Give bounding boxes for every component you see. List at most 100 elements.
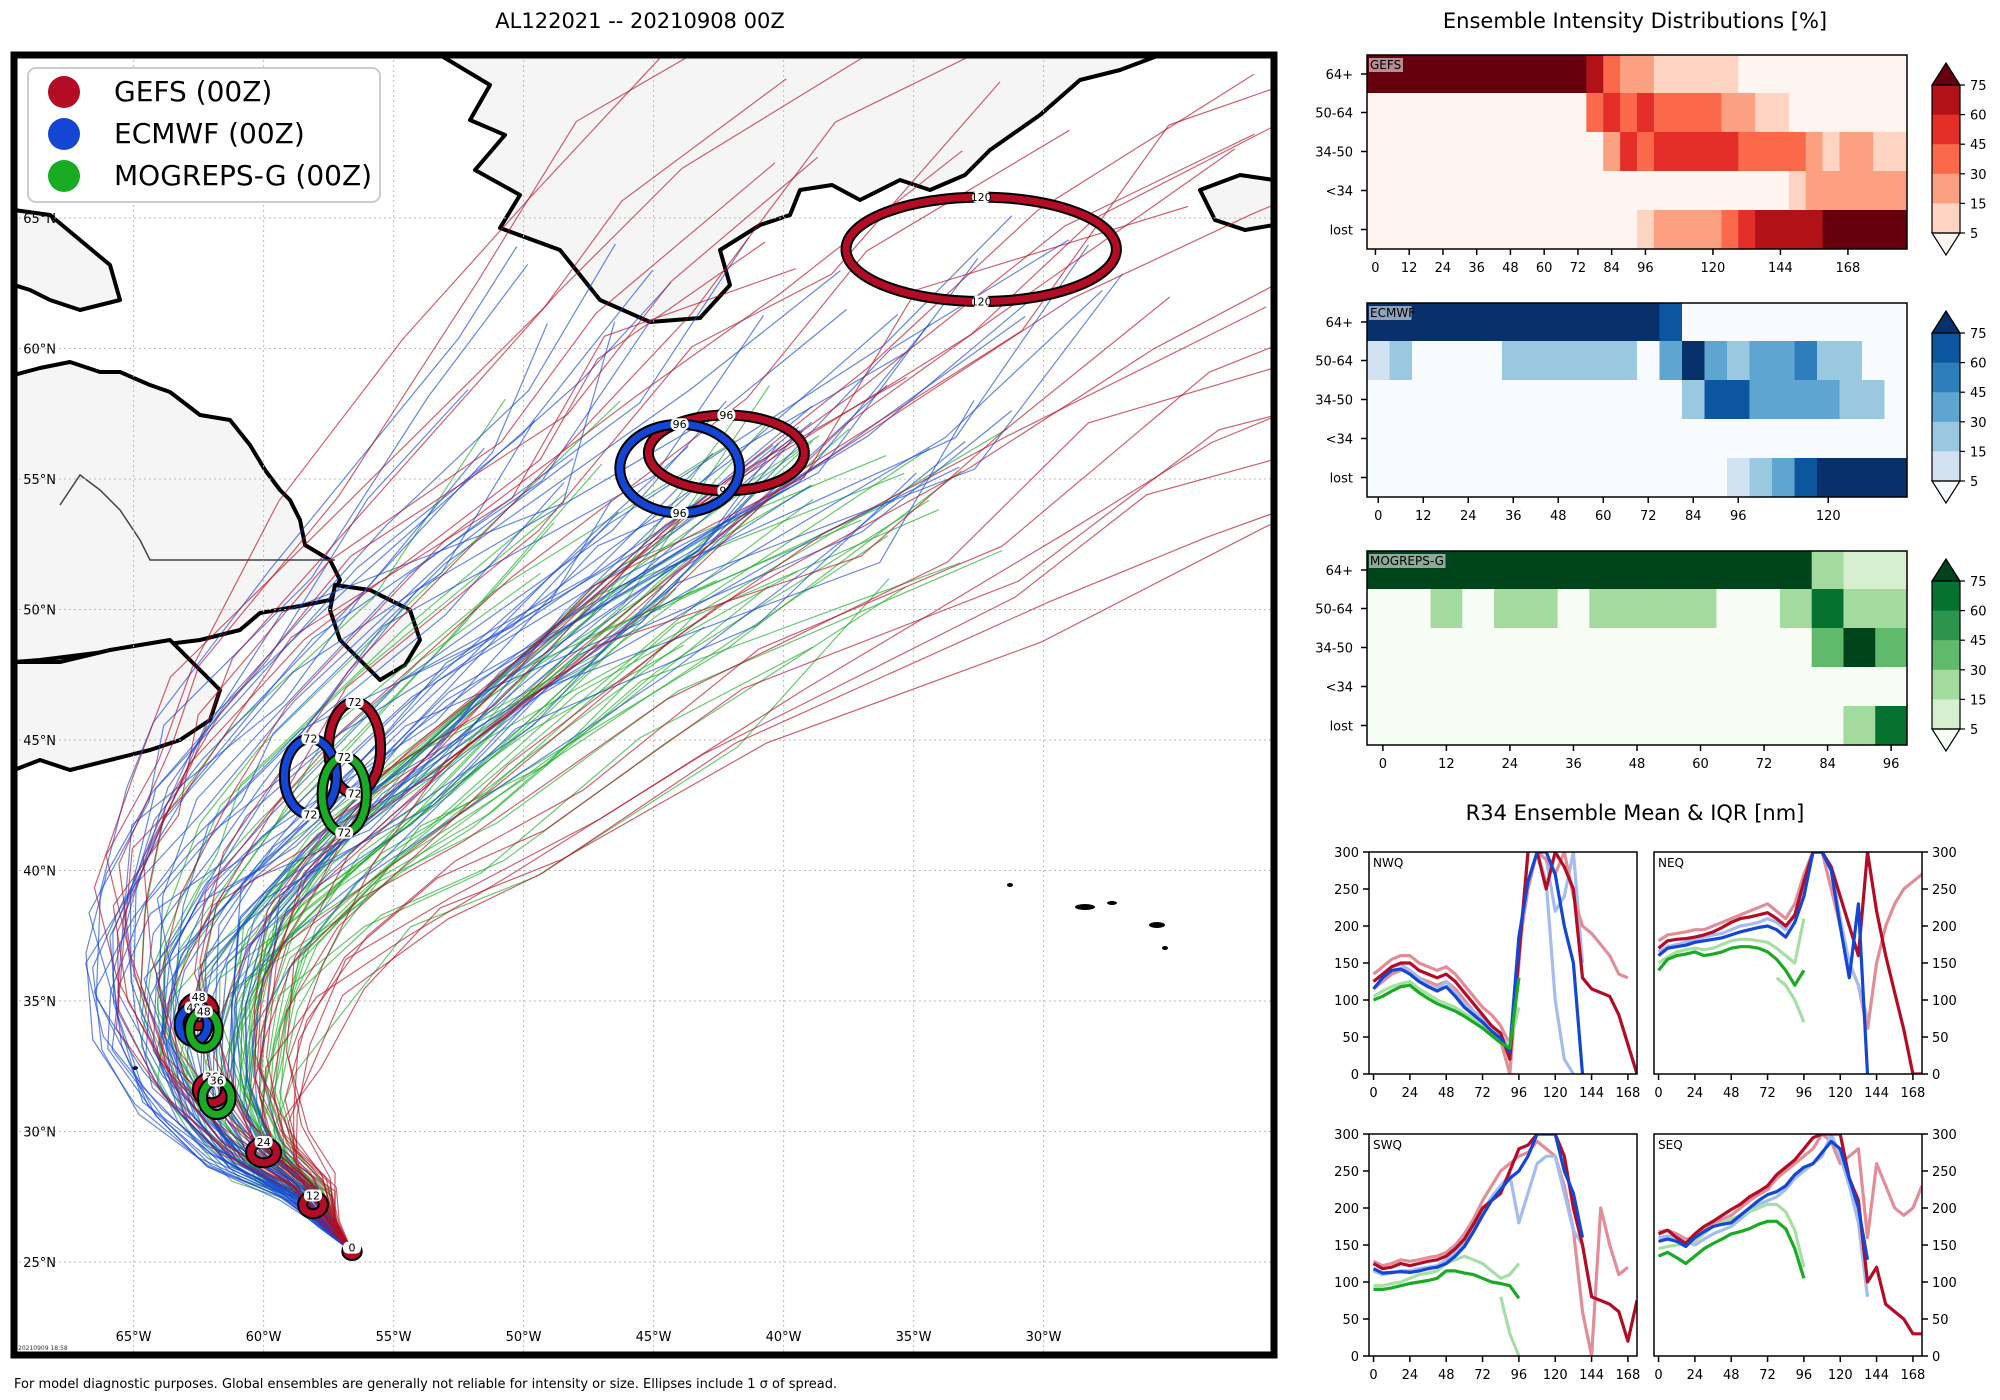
r34-xtick-label: 24 (1402, 1368, 1419, 1383)
intensity-xtick-label: 12 (1401, 261, 1418, 276)
track-gefs (112, 162, 776, 1252)
colorbar-extend-top (1930, 557, 1962, 582)
legend-box (27, 67, 381, 203)
r34-gefs-iqr (1865, 872, 1922, 1030)
r34-lines (1657, 852, 1922, 1074)
r34-ytick-label: 250 (1334, 1165, 1359, 1180)
intensity-xtick-label: 24 (1435, 261, 1452, 276)
colorbar-tick-label: 45 (1970, 386, 1987, 401)
colorbar-tick-label: 75 (1970, 327, 1987, 342)
intensity-cell (1721, 93, 1739, 133)
intensity-cell (1400, 55, 1419, 94)
intensity-cell (1479, 303, 1503, 342)
intensity-cell (1890, 55, 1908, 94)
intensity-cell (1884, 341, 1908, 381)
r34-ytick-label: 50 (1932, 1313, 1949, 1328)
lon-label: 45°W (636, 1330, 672, 1345)
colorbar-band (1932, 173, 1960, 204)
intensity-cell (1552, 171, 1570, 211)
ellipse-label-bg (254, 1135, 273, 1148)
intensity-cell (1788, 210, 1807, 250)
intensity-cell (1727, 380, 1750, 420)
intensity-cell (1755, 171, 1773, 211)
island-azores-4 (1149, 922, 1165, 928)
intensity-cell (1659, 419, 1683, 459)
colorbar-frame (1931, 332, 1961, 482)
map-legend: GEFS (00Z) ECMWF (00Z) MOGREPS-G (00Z) (27, 67, 381, 203)
ellipse-hour-label: 24 (257, 1136, 271, 1149)
r34-xtick-label: 144 (1864, 1086, 1889, 1101)
r34-mogreps-mean (1657, 1219, 1806, 1279)
r34-ytick-label: 150 (1334, 1239, 1359, 1254)
intensity-cell (1704, 210, 1722, 250)
ellipse-label-bg (335, 750, 354, 763)
intensity-cell (1684, 667, 1717, 707)
intensity-cell (1586, 171, 1604, 211)
intensity-cell (1592, 303, 1615, 342)
intensity-cell (1637, 210, 1655, 250)
intensity-cell (1547, 458, 1570, 498)
intensity-cell (1383, 132, 1402, 172)
r34-xtick-label: 48 (1723, 1368, 1740, 1383)
legend-label-ecmwf: ECMWF (00Z) (114, 117, 305, 150)
intensity-cell (1398, 589, 1432, 629)
ellipse-hour-label: 72 (303, 733, 317, 746)
track-gefs (115, 268, 796, 1253)
intensity-cell (1704, 458, 1728, 498)
intensity-cell (1839, 210, 1857, 250)
colorbar-tick-label: 5 (1970, 227, 1978, 242)
intensity-cell (1772, 303, 1795, 342)
r34-frame (1653, 851, 1923, 1075)
intensity-cell (1856, 93, 1874, 133)
r34-panel-neq: NEQ 300 250 200 150 100 50 0 0 24 48 72 96 120 144 168 (1653, 846, 1957, 1101)
intensity-cell (1843, 589, 1876, 629)
intensity-cell (1457, 419, 1480, 459)
r34-ecmwf-iqr (1658, 1134, 1870, 1297)
intensity-cell (1684, 589, 1717, 629)
intensity-row-label: <34 (1326, 681, 1353, 696)
track-gefs (253, 205, 1189, 1252)
r34-ytick-label: 100 (1334, 1276, 1359, 1291)
intensity-cell (1687, 93, 1705, 133)
r34-mogreps-iqr (1372, 979, 1521, 1047)
intensity-cell (1772, 93, 1790, 133)
track-gefs (199, 55, 974, 1252)
intensity-cell (1856, 210, 1874, 250)
intensity-cell (1468, 93, 1486, 133)
intensity-cell (1721, 132, 1739, 172)
intensity-cell (1383, 210, 1402, 250)
colorbar-gefs: 75 60 45 30 15 5 (1930, 61, 1987, 257)
lat-label: 55°N (23, 473, 56, 488)
intensity-cell (1468, 55, 1486, 94)
island-azores-2 (1075, 904, 1095, 910)
intensity-cell (1839, 55, 1857, 94)
intensity-cell (1687, 171, 1705, 211)
intensity-cell (1457, 458, 1480, 498)
intensity-cell (1412, 380, 1435, 420)
panel-name-bg (1369, 554, 1446, 568)
intensity-cell (1822, 171, 1840, 211)
intensity-cell (1468, 210, 1486, 250)
ellipse-hour-label: 72 (337, 751, 351, 764)
intensity-cell (1817, 303, 1840, 342)
intensity-cell (1502, 171, 1520, 211)
intensity-cell (1788, 93, 1807, 133)
intensity-cell (1805, 55, 1824, 94)
intensity-row-label: 64+ (1326, 564, 1353, 579)
intensity-cell (1603, 93, 1621, 133)
r34-xtick-label: 96 (1796, 1086, 1813, 1101)
intensity-cell (1805, 93, 1824, 133)
intensity-xtick-label: 120 (1701, 261, 1726, 276)
intensity-xtick-label: 96 (1883, 757, 1900, 772)
r34-panel-name: SWQ (1373, 1138, 1402, 1152)
intensity-cell (1811, 706, 1844, 746)
intensity-row-label: 50-64 (1315, 603, 1353, 618)
intensity-cell (1856, 55, 1874, 94)
intensity-cell (1434, 171, 1452, 211)
intensity-cell (1772, 55, 1790, 94)
r34-xtick-label: 0 (1654, 1086, 1662, 1101)
lon-label: 55°W (376, 1330, 412, 1345)
r34-xtick-label: 144 (1579, 1086, 1604, 1101)
intensity-cell (1603, 55, 1621, 94)
